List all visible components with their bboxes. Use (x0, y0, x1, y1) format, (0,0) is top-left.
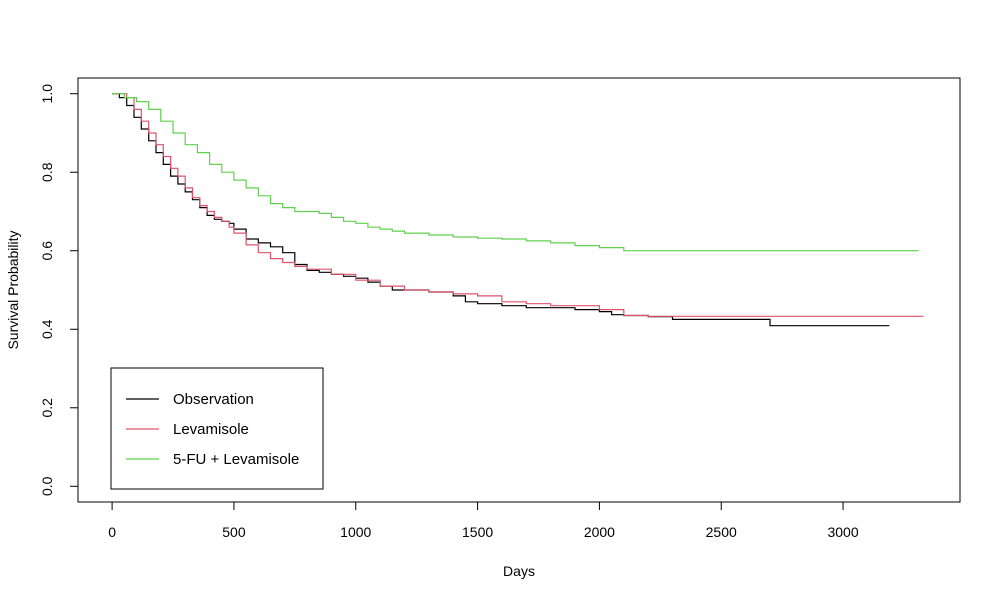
x-tick-label: 2500 (706, 524, 737, 540)
series-layer (112, 93, 924, 327)
y-axis: 0.0 0.2 0.4 0.6 0.8 1.0 (39, 84, 79, 496)
legend-label-2: 5-FU + Levamisole (173, 451, 299, 468)
x-tick-label: 0 (108, 524, 116, 540)
legend-label-0: Observation (173, 391, 254, 408)
x-tick-label: 2000 (584, 524, 615, 540)
legend: Observation Levamisole 5-FU + Levamisole (110, 367, 324, 490)
x-tick-label: 3000 (827, 524, 858, 540)
x-axis: 0 500 1000 1500 2000 2500 3000 (108, 501, 859, 540)
y-tick-label: 0.0 (39, 476, 55, 496)
series-line-2 (112, 93, 919, 252)
x-tick-label: 1000 (340, 524, 371, 540)
y-tick-label: 1.0 (39, 84, 55, 104)
y-tick-label: 0.4 (39, 319, 55, 339)
y-axis-label: Survival Probability (5, 230, 21, 349)
x-tick-label: 500 (222, 524, 246, 540)
legend-label-1: Levamisole (173, 421, 249, 438)
y-tick-label: 0.2 (39, 398, 55, 418)
x-tick-label: 1500 (462, 524, 493, 540)
series-line-0 (112, 93, 890, 327)
y-tick-label: 0.8 (39, 162, 55, 182)
x-axis-label: Days (503, 563, 535, 579)
y-tick-label: 0.6 (39, 241, 55, 261)
series-line-1 (112, 93, 924, 317)
